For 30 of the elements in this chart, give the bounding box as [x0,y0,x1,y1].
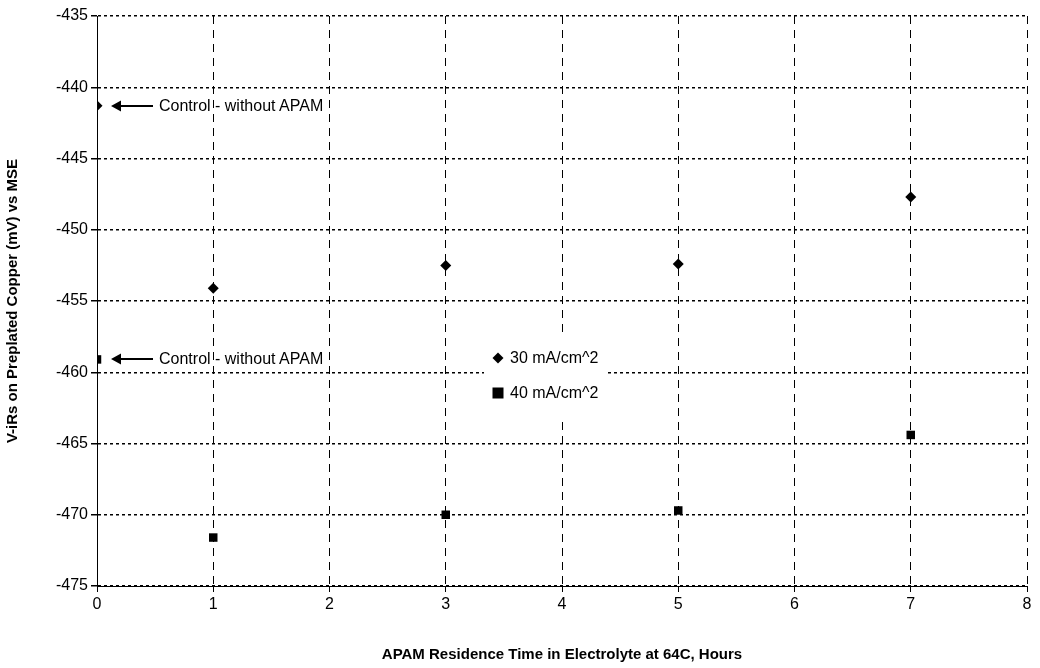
x-tick-label: 1 [208,595,218,613]
y-axis-title: V-iRs on Preplated Copper (mV) vs MSE [3,158,21,444]
point [905,191,917,203]
legend-label: 30 mA/cm^2 [510,348,599,367]
point [672,258,684,270]
x-tick-label: 3 [441,595,451,613]
x-tick-label: 2 [325,595,335,613]
y-tick-label: -445 [55,148,89,166]
x-tick-label: 8 [1022,595,1032,613]
y-tick-label: -475 [55,576,89,594]
legend-label: 40 mA/cm^2 [510,383,599,402]
point [209,533,218,542]
x-tick-label: 6 [790,595,800,613]
x-tick-label: 4 [557,595,567,613]
y-tick-label: -440 [55,77,89,95]
point [440,259,452,271]
y-tick-label: -435 [55,6,89,24]
annotation: Control - without APAM [158,96,324,115]
x-axis-title: APAM Residence Time in Electrolyte at 64C, Hours [381,645,743,663]
y-tick-label: -465 [55,433,89,451]
y-tick-label: -450 [55,220,89,238]
point [207,282,219,294]
y-tick-label: -470 [55,505,89,523]
x-tick-label: 5 [673,595,683,613]
x-tick-label: 7 [906,595,916,613]
annotation: Control - without APAM [158,350,324,369]
x-tick-label: 0 [92,595,102,613]
point [674,506,683,515]
y-tick-label: -460 [55,362,89,380]
y-tick-label: -455 [55,291,89,309]
